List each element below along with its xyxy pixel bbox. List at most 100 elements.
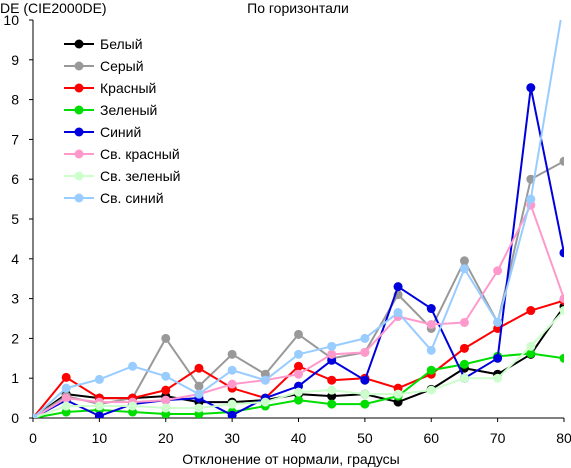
y-tick-label: 9 [11,52,19,68]
data-point [294,349,303,359]
x-tick-label: 20 [158,430,174,446]
data-point [327,375,337,385]
data-point [360,347,370,357]
data-point [493,266,503,276]
data-point [294,395,303,405]
data-point [360,389,370,399]
data-point [493,373,503,383]
legend-item: Серый [64,58,144,74]
data-point [559,306,564,316]
data-point [559,248,564,258]
data-point [194,363,204,373]
data-point [161,395,171,405]
legend-label: Белый [100,36,143,52]
data-point [194,381,204,391]
data-point [459,359,469,369]
data-point [227,399,237,409]
series-8 [33,0,569,418]
data-point [493,353,503,363]
data-point [526,306,536,316]
data-point [61,383,71,393]
legend-marker [74,193,84,203]
data-point [94,411,104,418]
data-point [227,379,237,389]
data-point [128,361,138,371]
data-point [526,194,536,204]
legend-item: Синий [64,124,141,140]
data-point [559,294,564,304]
data-point [327,341,337,351]
legend-label: Красный [100,80,156,96]
x-tick-label: 10 [92,430,108,446]
data-point [493,317,503,327]
data-point [559,353,564,363]
x-axis-title: Отклонение от нормали, градусы [182,451,399,467]
x-tick-label: 30 [224,430,240,446]
data-point [294,369,303,379]
legend: Белый Серый Красный Зеленый Синий Св. красный… [64,36,180,206]
legend-item: Зеленый [64,102,157,118]
data-point [161,403,171,413]
data-point [426,319,436,329]
x-tick-label: 80 [556,430,571,446]
data-point [194,403,204,413]
x-tick-label: 40 [291,430,307,446]
data-point [161,371,171,381]
data-point [161,385,171,395]
chart-title: По горизонтали [247,0,349,16]
data-point [526,349,536,359]
legend-label: Серый [100,58,144,74]
data-point [294,387,303,397]
data-point [426,304,436,314]
y-tick-label: 1 [11,370,19,386]
data-point [360,399,370,409]
legend-label: Св. зеленый [100,168,180,184]
legend-item: Красный [64,80,156,96]
data-point [393,282,403,292]
y-tick-label: 2 [11,330,19,346]
legend-marker [74,61,84,71]
legend-marker [74,105,84,115]
legend-label: Св. синий [100,190,164,206]
data-point [459,264,469,274]
data-point [426,365,436,375]
legend-item: Св. красный [64,146,180,162]
data-point [61,372,71,382]
data-point [161,333,171,343]
y-tick-label: 0 [11,410,19,426]
legend-label: Зеленый [100,102,157,118]
series-layer [33,0,569,418]
legend-marker [74,127,84,137]
y-tick-label: 5 [11,211,19,227]
data-point [94,374,104,384]
data-point [459,343,469,353]
y-tick-label: 6 [11,171,19,187]
data-point [526,341,536,351]
legend-marker [74,83,84,93]
data-point [459,256,469,266]
x-tick-label: 60 [423,430,439,446]
legend-label: Синий [100,124,141,140]
x-tick-label: 0 [29,430,37,446]
data-point [560,0,569,5]
data-point [327,349,337,359]
data-point [61,401,71,411]
legend-label: Св. красный [100,146,180,162]
legend-item: Св. зеленый [64,168,180,184]
data-point [426,385,436,395]
data-point [459,317,469,327]
data-point [227,365,237,375]
y-tick-label: 8 [11,92,19,108]
data-point [94,401,104,411]
y-tick-label: 4 [11,251,19,267]
data-point [526,83,536,93]
data-point [360,375,370,385]
data-point [360,333,370,343]
y-axis-title: DE (CIE2000DE) [0,0,107,16]
data-point [61,393,71,403]
data-point [393,308,403,318]
x-tick-label: 50 [357,430,373,446]
y-tick-label: 7 [11,131,19,147]
data-point [260,397,270,407]
